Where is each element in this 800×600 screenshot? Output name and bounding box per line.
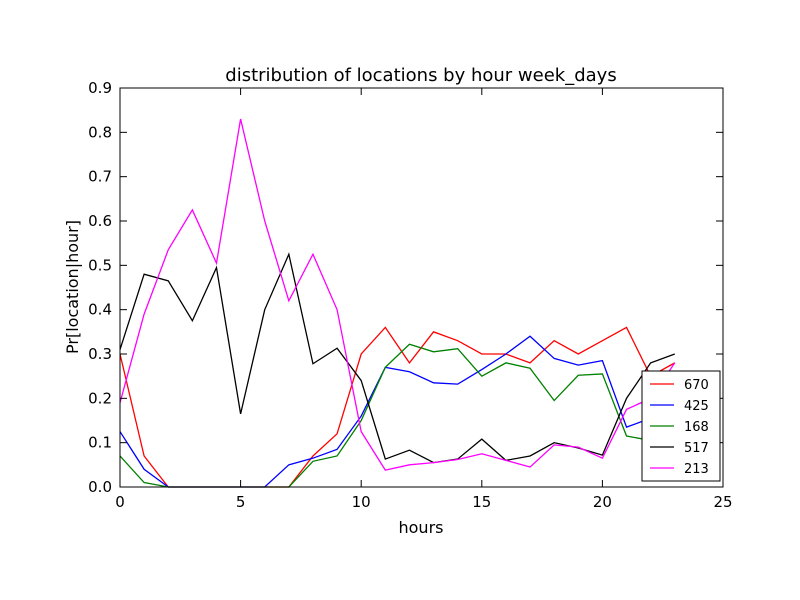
y-tick-label: 0.8 (88, 123, 112, 141)
y-tick-label: 0.6 (88, 212, 112, 230)
y-axis-label: Pr[location|hour] (63, 220, 82, 354)
y-tick-label: 0.2 (88, 389, 112, 407)
series-line-213 (119, 118, 676, 471)
x-tick-label: 10 (352, 493, 371, 511)
plot-frame (119, 87, 724, 488)
chart-title: distribution of locations by hour week_d… (225, 65, 616, 86)
y-tick-label: 0.7 (88, 168, 112, 186)
y-tick-label: 0.0 (88, 478, 112, 496)
legend-label-517: 517 (684, 441, 709, 456)
legend-label-425: 425 (684, 399, 709, 414)
x-axis-label: hours (399, 518, 444, 537)
y-tick-label: 0.4 (88, 301, 112, 319)
legend: 670 425 168 517 213 (641, 370, 721, 482)
y-tick-label: 0.9 (88, 79, 112, 97)
x-tick-label: 0 (115, 493, 125, 511)
legend-label-670: 670 (684, 378, 709, 393)
y-tick-label: 0.1 (88, 434, 112, 452)
x-tick-label: 20 (593, 493, 612, 511)
legend-label-213: 213 (684, 462, 709, 477)
x-tick-label: 25 (713, 493, 732, 511)
x-tick-label: 5 (236, 493, 246, 511)
legend-label-168: 168 (684, 420, 709, 435)
y-tick-label: 0.5 (88, 256, 112, 274)
x-tick-label: 15 (472, 493, 491, 511)
y-tick-label: 0.3 (88, 345, 112, 363)
